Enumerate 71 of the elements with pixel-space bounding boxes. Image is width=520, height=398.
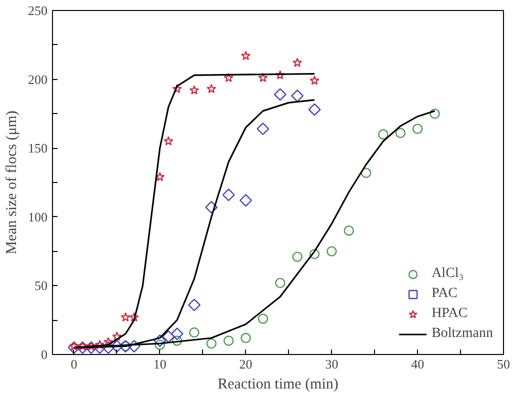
legend-label: AlCl₃ [432, 266, 464, 282]
point [155, 172, 165, 182]
point [172, 84, 182, 94]
point [129, 312, 139, 322]
point [274, 88, 286, 101]
point [308, 103, 321, 116]
point [258, 314, 268, 324]
point [205, 201, 218, 214]
x-tick-label: 40 [411, 356, 424, 372]
point [112, 332, 122, 341]
legend-label: Boltzmann [432, 326, 493, 342]
point [275, 278, 286, 288]
point [103, 337, 114, 346]
y-tick-label: 250 [28, 3, 48, 18]
point [76, 341, 89, 354]
y-tick-label: 150 [28, 140, 48, 156]
point [164, 136, 174, 146]
x-tick-label: 20 [239, 356, 252, 372]
y-tick-label: 100 [28, 209, 48, 224]
point [224, 72, 234, 82]
point [170, 328, 184, 340]
point [292, 58, 302, 68]
point [430, 108, 440, 119]
point [154, 334, 166, 347]
point [206, 84, 216, 94]
point [94, 340, 105, 350]
point [162, 330, 175, 343]
x-tick-label: 0 [70, 356, 78, 372]
point [86, 341, 96, 350]
point [172, 336, 182, 346]
legend-label: HPAC [432, 306, 468, 322]
point [69, 341, 79, 350]
y-tick-label: 0 [41, 347, 48, 362]
legend-label: PAC [432, 286, 458, 302]
point [395, 128, 406, 138]
x-axis-title: Reaction time (min) [218, 376, 338, 392]
point [258, 72, 268, 82]
x-tick-label: 30 [325, 356, 338, 372]
point [78, 341, 88, 350]
point [275, 70, 286, 80]
point [84, 341, 98, 354]
point [309, 248, 320, 260]
point [128, 340, 140, 352]
point [224, 336, 234, 346]
point [154, 340, 165, 350]
point [102, 341, 115, 354]
point [310, 76, 320, 85]
point [120, 312, 130, 322]
point [344, 226, 354, 236]
point [360, 168, 372, 178]
point [188, 298, 200, 312]
point [326, 246, 337, 256]
point [189, 85, 200, 95]
y-axis-title: Mean size of flocs (μm) [4, 110, 20, 254]
y-tick-label: 50 [34, 278, 48, 294]
point [240, 50, 251, 60]
point [240, 332, 251, 344]
x-tick-label: 10 [153, 356, 166, 372]
point [292, 252, 302, 262]
point [222, 188, 235, 202]
x-tick-label: 50 [497, 356, 510, 372]
point [291, 90, 304, 102]
point [189, 327, 200, 338]
point [206, 338, 217, 349]
point [378, 129, 388, 140]
point [240, 194, 252, 207]
y-tick-label: 200 [28, 72, 48, 87]
point [110, 340, 124, 352]
point [256, 122, 270, 136]
point [68, 341, 80, 354]
point [412, 124, 423, 134]
